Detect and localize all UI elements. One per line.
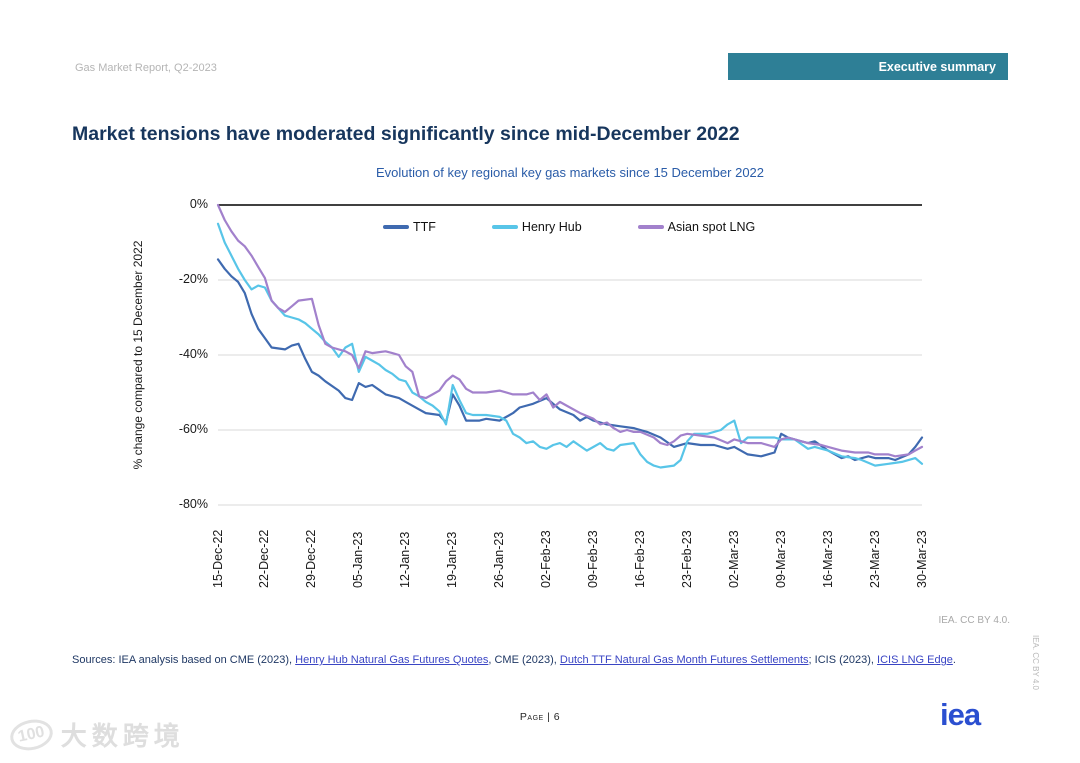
y-tick-label: 0%	[189, 197, 208, 211]
side-license-note: IEA. CC BY 4.0	[1031, 635, 1040, 690]
chart-title: Evolution of key regional key gas market…	[375, 165, 765, 180]
source-text: Sources: IEA analysis based on CME (2023…	[72, 654, 296, 666]
sources-line: Sources: IEA analysis based on CME (2023…	[72, 654, 1022, 666]
source-text: .	[952, 654, 956, 666]
legend-label: TTF	[413, 220, 436, 234]
plot-area	[216, 203, 924, 506]
watermark: 100 大数跨境	[7, 715, 185, 754]
series-line-henry-hub	[216, 222, 924, 469]
legend-swatch	[383, 225, 409, 229]
source-text: , CME (2023),	[488, 654, 560, 666]
y-tick-label: -60%	[178, 422, 208, 436]
series-line-asian-spot-lng	[216, 203, 924, 458]
x-tick-label: 16-Mar-23	[820, 530, 835, 588]
legend-label: Henry Hub	[521, 220, 582, 234]
banner-label: Executive summary	[878, 60, 996, 74]
page-number: Page | 6	[519, 711, 561, 723]
x-tick-label: 09-Mar-23	[773, 530, 788, 588]
x-tick-label: 05-Jan-23	[351, 531, 366, 588]
x-tick-label: 15-Dec-22	[210, 529, 225, 588]
x-tick-label: 23-Mar-23	[867, 530, 882, 588]
watermark-text: 大数跨境	[60, 721, 185, 751]
x-tick-label: 30-Mar-23	[914, 530, 929, 588]
source-text: ; ICIS (2023),	[808, 654, 878, 666]
legend-label: Asian spot LNG	[667, 220, 756, 234]
y-tick-label: -40%	[178, 347, 208, 361]
chart-legend: TTF Henry Hub Asian spot LNG	[383, 220, 755, 234]
source-link[interactable]: Dutch TTF Natural Gas Month Futures Sett…	[559, 654, 809, 666]
x-tick-label: 12-Jan-23	[398, 531, 413, 588]
legend-swatch	[637, 225, 664, 229]
y-tick-label: -20%	[178, 272, 208, 286]
x-tick-label: 19-Jan-23	[445, 531, 460, 588]
x-tick-label: 02-Mar-23	[726, 530, 741, 588]
x-tick-label: 23-Feb-23	[679, 530, 694, 588]
legend-item-asian-spot-lng: Asian spot LNG	[637, 220, 756, 234]
source-link[interactable]: ICIS LNG Edge	[877, 654, 953, 666]
iea-logo: iea	[940, 697, 981, 732]
legend-swatch	[491, 225, 518, 229]
x-tick-label: 22-Dec-22	[257, 529, 272, 588]
license-note: IEA. CC BY 4.0.	[938, 615, 1010, 626]
x-tick-label: 02-Feb-23	[539, 530, 554, 588]
x-tick-label: 29-Dec-22	[304, 529, 319, 588]
x-tick-label: 09-Feb-23	[585, 530, 600, 588]
legend-item-ttf: TTF	[383, 220, 436, 234]
watermark-logo: 100	[7, 715, 56, 754]
source-link[interactable]: Henry Hub Natural Gas Futures Quotes	[295, 654, 489, 666]
report-name: Gas Market Report, Q2-2023	[75, 62, 217, 74]
page-title: Market tensions have moderated significa…	[72, 123, 740, 145]
section-banner: Executive summary	[728, 53, 1008, 80]
y-tick-label: -80%	[178, 497, 208, 511]
x-tick-label: 26-Jan-23	[492, 531, 507, 588]
x-tick-label: 16-Feb-23	[632, 530, 647, 588]
legend-item-henry-hub: Henry Hub	[491, 220, 582, 234]
